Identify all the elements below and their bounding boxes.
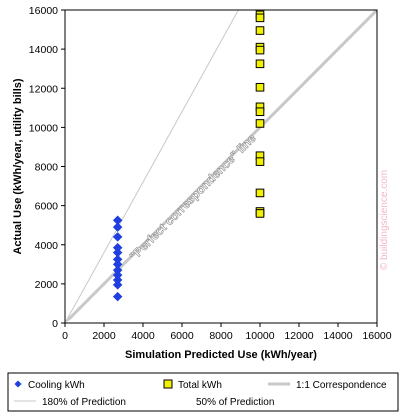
total-point [255,13,265,23]
total-point [255,188,265,198]
x-axis-title: Simulation Predicted Use (kWh/year) [125,349,317,361]
legend-diamond-marker [14,380,22,388]
total-point [255,209,265,218]
legend: Cooling kWh Total kWh 1:1 Correspondence 18… [7,372,399,412]
x-tick-label: 6000 [170,330,194,342]
total-point [255,157,265,166]
y-tick-label: 10000 [29,122,58,134]
x-tick-label: 4000 [131,330,155,342]
x-tick-label: 16000 [362,330,391,342]
cooling-point [112,291,123,302]
x-tick-label: 8000 [209,330,233,342]
y-tick-label: 8000 [35,162,59,174]
y-tick-label: 2000 [35,279,59,291]
legend-entry-4: 180% of Prediction [14,397,126,408]
cooling-point [112,222,123,232]
x-tick-label: 0 [62,330,68,342]
y-tick-label: 12000 [29,83,58,95]
y-axis-title: Actual Use (kWh/year, utility bills) [12,78,24,254]
total-point [255,45,265,55]
total-point [255,82,265,92]
legend-label: Cooling kWh [28,380,85,391]
total-point [255,107,265,117]
legend-entry-1: Cooling kWh [14,380,85,391]
legend-frame [7,372,399,412]
legend-label: Total kWh [178,380,222,391]
legend-entry-3: 1:1 Correspondence [268,380,387,391]
total-point [255,119,265,128]
y-tick-label: 16000 [29,5,58,17]
y-tick-label: 0 [52,318,58,330]
watermark: © buildingscience.com [379,170,390,270]
x-tick-label: 14000 [323,330,352,342]
total-point [255,26,265,35]
x-tick-label: 12000 [284,330,313,342]
x-tick-label: 10000 [245,330,274,342]
axes: 0 2000 4000 6000 8000 10000 12000 14000 16000 0 20… [29,5,392,342]
legend-square-marker [163,379,173,389]
legend-entry-2: Total kWh [163,379,222,391]
series-2 [255,10,265,218]
data-marks [112,10,265,302]
legend-entry-5: 50% of Prediction [168,397,274,408]
x-tick-label: 2000 [92,330,116,342]
y-tick-label: 6000 [35,201,59,213]
cooling-point [112,279,123,290]
legend-label: 50% of Prediction [196,397,274,408]
total-point [255,59,265,69]
y-tick-label: 4000 [35,240,59,252]
legend-label: 1:1 Correspondence [296,380,387,391]
series-1 [112,215,123,302]
cooling-point [112,232,123,242]
legend-label: 180% of Prediction [42,397,126,408]
y-tick-label: 14000 [29,44,58,56]
